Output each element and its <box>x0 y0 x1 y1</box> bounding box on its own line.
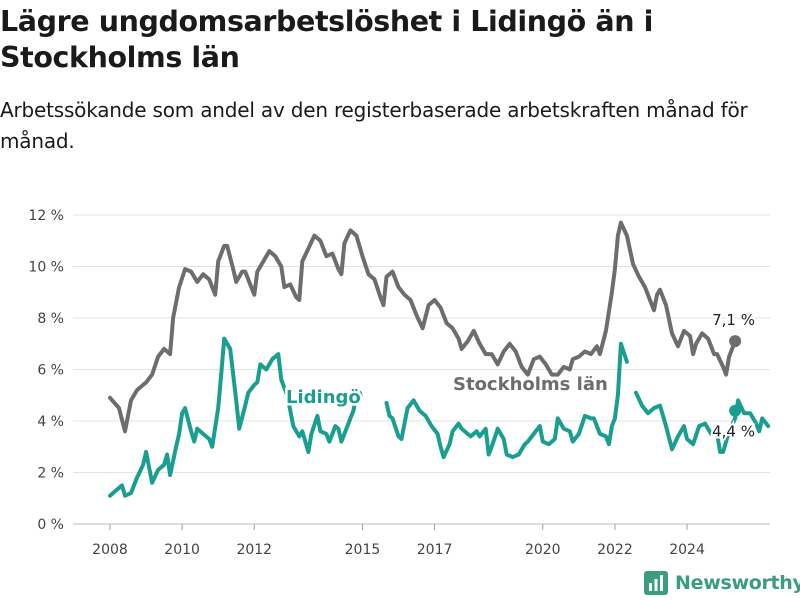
y-tick-label: 12 % <box>28 208 64 224</box>
x-tick-label: 2012 <box>236 542 272 558</box>
end-point-liding- <box>350 389 363 402</box>
series-line-liding- <box>108 336 359 498</box>
newsworthy-logo-icon <box>644 571 668 595</box>
y-tick-label: 10 % <box>28 260 64 276</box>
x-tick-label: 2024 <box>669 542 705 558</box>
newsworthy-logo: Newsworthy <box>643 567 800 599</box>
x-tick-label: 2022 <box>597 542 633 558</box>
chart-subtitle: Arbetssökande som andel av den registerb… <box>0 98 748 153</box>
end-point-stockholms-l-n <box>729 335 742 348</box>
series-label-stockholm: Stockholms län <box>453 374 608 395</box>
x-tick-label: 2015 <box>345 542 381 558</box>
chart-title: Lägre ungdomsarbetslöshet i Lidingö än i… <box>0 5 653 74</box>
x-tick-label: 2008 <box>92 542 128 558</box>
series-line-stockholms-l-n <box>108 220 738 434</box>
series-line-liding- <box>384 341 629 460</box>
x-tick-label: 2020 <box>525 542 561 558</box>
end-label-lidingo: 4,4 % <box>712 423 755 441</box>
y-tick-label: 6 % <box>37 363 64 379</box>
y-tick-label: 4 % <box>37 414 64 430</box>
y-tick-label: 2 % <box>37 466 64 482</box>
end-label-stockholm: 7,1 % <box>712 311 755 329</box>
series-label-lidingo: Lidingö <box>286 387 361 408</box>
x-tick-label: 2010 <box>164 542 200 558</box>
end-point-lidingo-marker <box>729 404 742 417</box>
series-line-liding- <box>634 390 771 454</box>
x-tick-label: 2017 <box>417 542 453 558</box>
brand-name: Newsworthy <box>675 572 800 594</box>
y-tick-label: 8 % <box>37 311 64 327</box>
y-tick-label: 0 % <box>37 517 64 533</box>
